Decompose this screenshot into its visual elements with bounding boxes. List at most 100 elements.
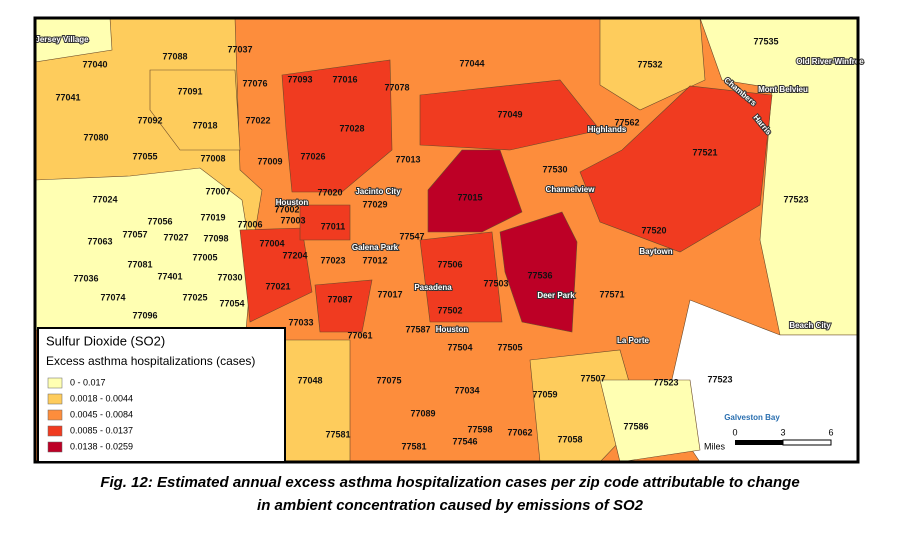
caption: in ambient concentration caused by emiss…: [257, 497, 644, 514]
zip-label: 77017: [377, 289, 402, 299]
zip-label: 77033: [288, 317, 313, 327]
place-label: Baytown: [639, 247, 672, 256]
zip-label: 77532: [637, 59, 662, 69]
zip-label: 77504: [447, 342, 472, 352]
zip-label: 77081: [127, 259, 152, 269]
scale-tick: 6: [828, 427, 833, 437]
legend-items: 0 - 0.017 0.0018 - 0.0044 0.0045 - 0.0084 0…: [47, 377, 133, 453]
legend-label: 0 - 0.017: [70, 377, 106, 387]
region: [284, 339, 351, 463]
zip-label: 77087: [327, 294, 352, 304]
place-label: Channelview: [546, 185, 596, 194]
zip-label: 77009: [257, 156, 282, 166]
zip-label: 77530: [542, 164, 567, 174]
zip-label: 77062: [507, 427, 532, 437]
scale-unit: Miles: [704, 441, 726, 451]
place-label: Houston: [276, 198, 309, 207]
region: [579, 85, 773, 253]
legend-title: Sulfur Dioxide (SO2): [46, 333, 165, 348]
scale-segment: [735, 440, 783, 445]
region: [599, 379, 701, 463]
zip-label: 77098: [203, 233, 228, 243]
zip-label: 77004: [259, 238, 284, 248]
zip-label: 77025: [182, 292, 207, 302]
water-label: Galveston Bay: [724, 413, 780, 422]
zip-label: 77502: [437, 305, 462, 315]
zip-label: 77092: [137, 115, 162, 125]
zip-label: 77096: [132, 310, 157, 320]
region: [239, 227, 313, 323]
zip-label: 77536: [527, 270, 552, 280]
zip-label: 77002: [274, 204, 299, 214]
zip-label: 77021: [265, 281, 290, 291]
caption: Fig. 12: Estimated annual excess asthma …: [100, 474, 799, 491]
zip-label: 77058: [557, 434, 582, 444]
legend-label: 0.0018 - 0.0044: [70, 393, 133, 403]
region: [314, 279, 373, 333]
region: [281, 59, 393, 193]
zip-label: 77080: [83, 132, 108, 142]
legend-swatch: [47, 377, 63, 389]
legend-label: 0.0138 - 0.0259: [70, 441, 133, 451]
zip-label: 77007: [205, 186, 230, 196]
zip-label: 77037: [227, 44, 252, 54]
zip-label: 77074: [100, 292, 125, 302]
region: [299, 204, 351, 241]
zip-label: 77089: [410, 408, 435, 418]
zip-label: 77006: [237, 219, 262, 229]
zip-label: 77523: [783, 194, 808, 204]
zip-label: 77063: [87, 236, 112, 246]
zip-label: 77057: [122, 229, 147, 239]
place-label: Houston: [436, 325, 469, 334]
zip-label: 77040: [82, 59, 107, 69]
zip-label: 77023: [320, 255, 345, 265]
zip-label: 77011: [321, 221, 346, 231]
zip-label: 77008: [200, 153, 225, 163]
zip-label: 77015: [457, 192, 482, 202]
zip-label: 77401: [157, 271, 182, 281]
zip-label: 77506: [437, 259, 462, 269]
zip-label: 77520: [641, 225, 666, 235]
zip-label: 77505: [497, 342, 522, 352]
zip-label: 77022: [245, 115, 270, 125]
zip-label: 77523: [707, 374, 732, 384]
scale-tick: 3: [780, 427, 785, 437]
legend-swatch: [47, 393, 63, 405]
legend-swatch: [47, 441, 63, 453]
place-label: Deer Park: [537, 291, 575, 300]
zip-label: 77581: [401, 441, 426, 451]
zip-label: 77026: [300, 151, 325, 161]
region: [499, 211, 578, 333]
place-label: Old River-Winfree: [796, 57, 864, 66]
zip-label: 77091: [177, 86, 202, 96]
place-label: Mont Belvieu: [758, 85, 808, 94]
place-label: Beach City: [789, 321, 831, 330]
zip-label: 77571: [599, 289, 624, 299]
zip-label: 77535: [753, 36, 778, 46]
place-label: Galena Park: [352, 243, 399, 252]
zip-label: 77024: [92, 194, 117, 204]
region: [149, 69, 241, 151]
zip-label: 77503: [483, 278, 508, 288]
zip-label: 77054: [219, 298, 244, 308]
zip-label: 77088: [162, 51, 187, 61]
region: [419, 231, 503, 323]
zip-label: 77546: [452, 436, 477, 446]
zip-label: 77018: [192, 120, 217, 130]
zip-label: 77036: [73, 273, 98, 283]
zip-label: 77003: [280, 215, 305, 225]
zip-label: 77204: [282, 250, 307, 260]
zip-label: 77028: [339, 123, 364, 133]
scale-tick: 0: [732, 427, 737, 437]
zip-label: 77061: [347, 330, 372, 340]
legend-swatch: [47, 409, 63, 421]
place-label: Highlands: [588, 125, 627, 134]
legend-label: 0.0045 - 0.0084: [70, 409, 133, 419]
zip-label: 77562: [614, 117, 639, 127]
place-label: Jacinto City: [355, 187, 401, 196]
zip-label: 77013: [395, 154, 420, 164]
zip-label: 77055: [132, 151, 157, 161]
zip-label: 77041: [55, 92, 80, 102]
zip-label: 77507: [580, 373, 605, 383]
